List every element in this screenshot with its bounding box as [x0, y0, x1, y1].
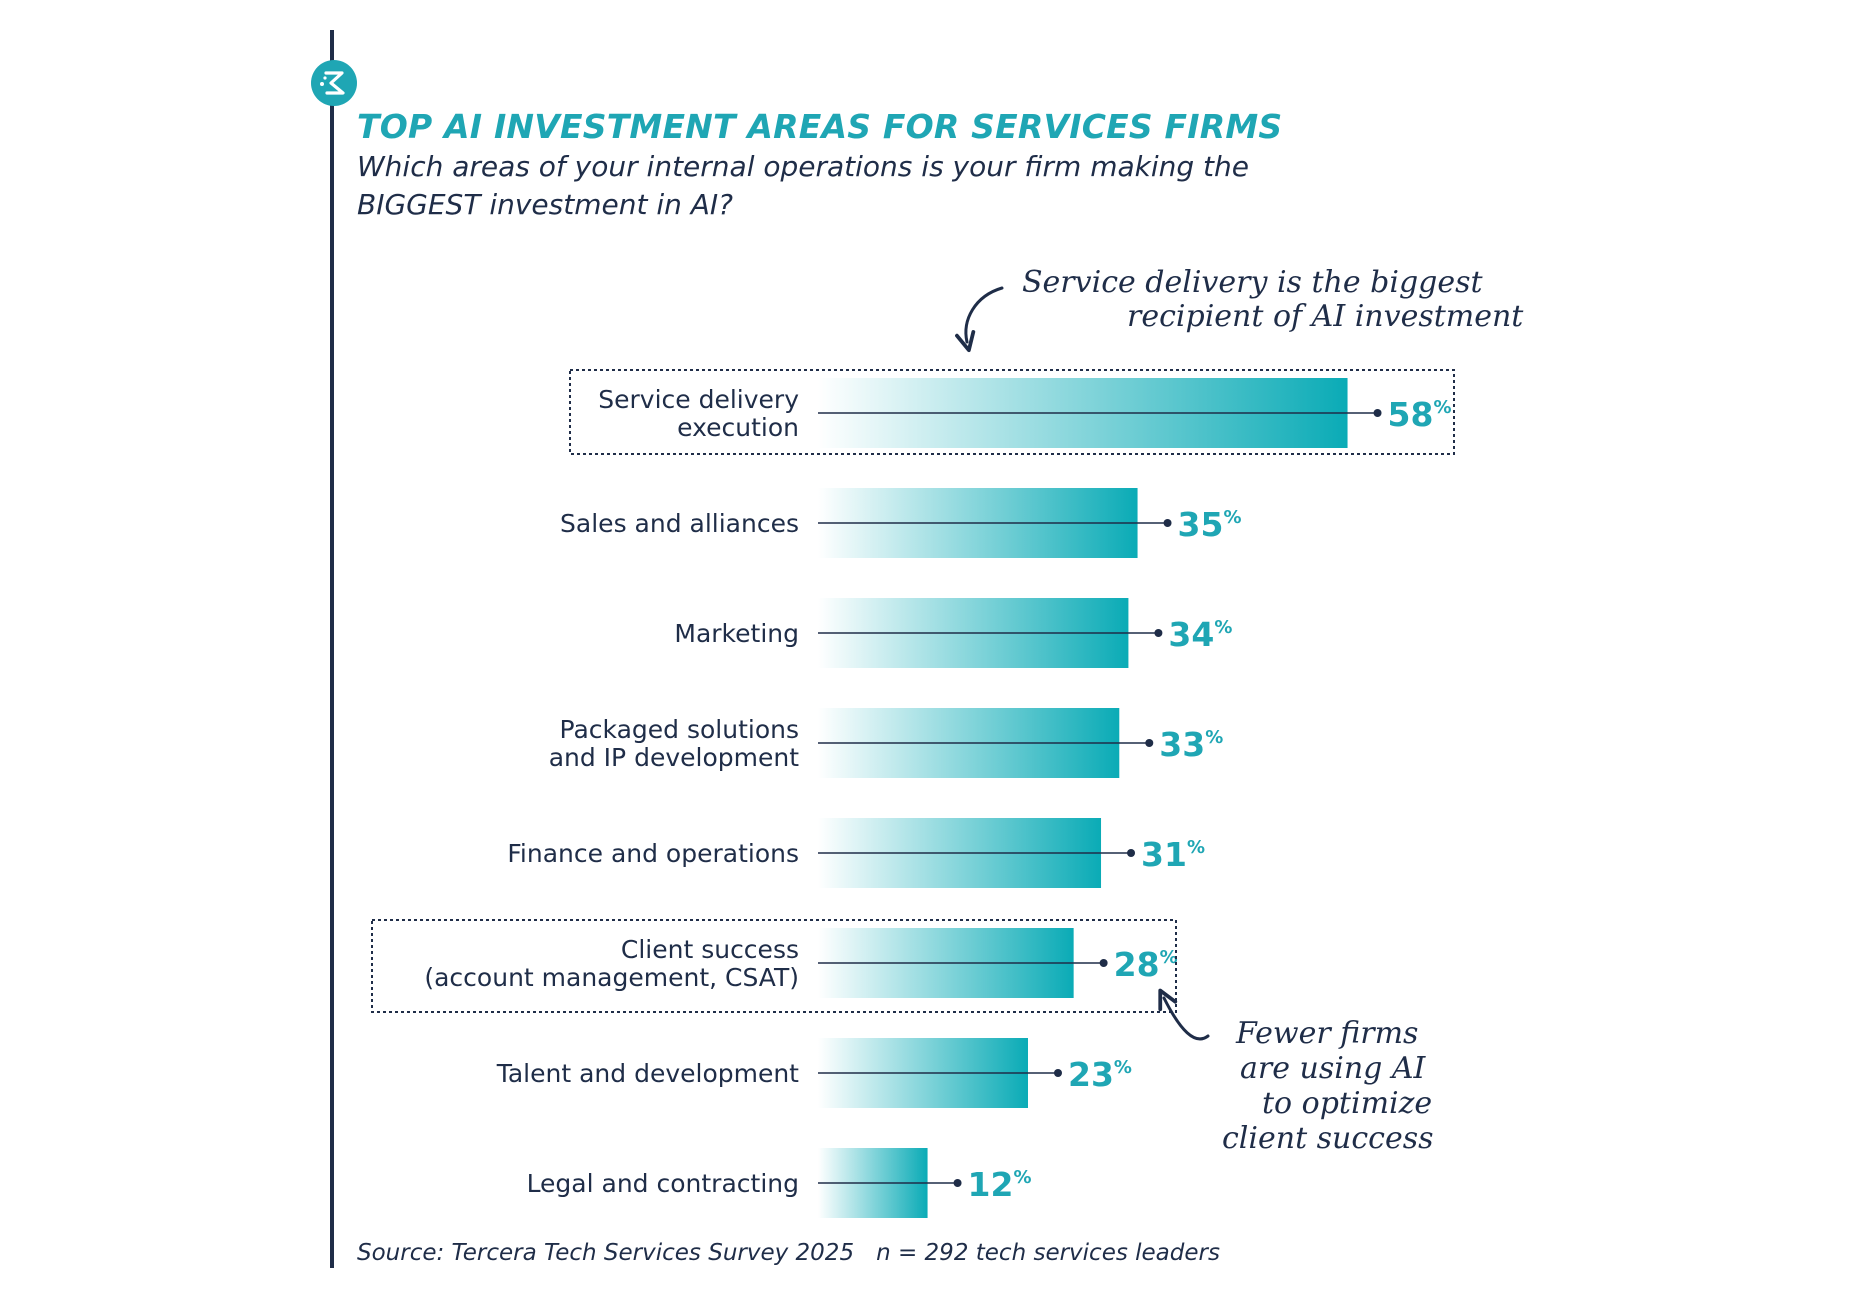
bar-leader-dot: [1053, 1069, 1062, 1077]
category-label: Legal and contracting: [527, 1169, 799, 1198]
bar-leader-dot: [1154, 629, 1163, 637]
annotation-text: recipient of AI investment: [1127, 299, 1524, 334]
data-label: 23%: [1068, 1055, 1132, 1094]
data-label: 33%: [1159, 725, 1223, 764]
highlight-frame: [371, 919, 1177, 1013]
bar-row: 35% Sales and alliances: [560, 488, 1242, 558]
annotation-text: client success: [1222, 1121, 1434, 1156]
bar-leader-dot: [1163, 519, 1172, 527]
source-text: Source: Tercera Tech Services Survey 202…: [357, 1240, 855, 1266]
category-label: and IP development: [549, 743, 799, 772]
chart-title: TOP AI INVESTMENT AREAS FOR SERVICES FIR…: [357, 107, 1283, 146]
bar-leader-dot: [1099, 959, 1108, 967]
category-label: Talent and development: [496, 1059, 799, 1088]
category-label: Finance and operations: [507, 839, 799, 868]
data-label: 34%: [1168, 615, 1232, 654]
bar-row: 23% Talent and development: [496, 1038, 1132, 1108]
annotation: Service delivery is the biggestrecipient…: [955, 265, 1524, 353]
annotation-text: Fewer firms: [1235, 1016, 1418, 1051]
chart-subtitle: Which areas of your internal operations …: [357, 150, 1249, 221]
bar-leader-dot: [953, 1179, 962, 1187]
data-label: 28%: [1114, 945, 1178, 984]
data-label: 31%: [1141, 835, 1205, 874]
data-label: 12%: [968, 1165, 1032, 1204]
annotation-text: are using AI: [1240, 1051, 1427, 1086]
sample-size: n = 292 tech services leaders: [876, 1240, 1220, 1266]
bar-leader-dot: [1145, 739, 1154, 747]
bar-leader-dot: [1373, 409, 1382, 417]
category-label: Marketing: [674, 619, 799, 648]
annotation-text: Service delivery is the biggest: [1022, 265, 1484, 300]
highlight-frame: [569, 369, 1455, 455]
tercera-spark-logo-icon: [311, 60, 357, 106]
annotation-text: to optimize: [1262, 1086, 1432, 1121]
category-label: Service delivery: [598, 385, 799, 414]
category-label: Packaged solutions: [560, 715, 799, 744]
category-label: Sales and alliances: [560, 509, 799, 538]
bar-row: 12% Legal and contracting: [527, 1148, 1032, 1218]
category-label: Client success: [621, 935, 799, 964]
annotation-arrow: [1158, 988, 1210, 1041]
bar-row: 28% Client success(account management, CS…: [424, 928, 1178, 998]
category-label: (account management, CSAT): [424, 963, 799, 992]
data-label: 35%: [1178, 505, 1242, 544]
bar-leader-dot: [1127, 849, 1136, 857]
source-note: Source: Tercera Tech Services Survey 202…: [357, 1240, 1220, 1266]
bar-row: 34% Marketing: [674, 598, 1232, 668]
accent-vertical-line: [330, 30, 334, 1268]
data-label: 58%: [1388, 395, 1452, 434]
category-label: execution: [677, 413, 799, 442]
bar-row: 31% Finance and operations: [507, 818, 1205, 888]
annotation-arrow: [955, 286, 1004, 353]
